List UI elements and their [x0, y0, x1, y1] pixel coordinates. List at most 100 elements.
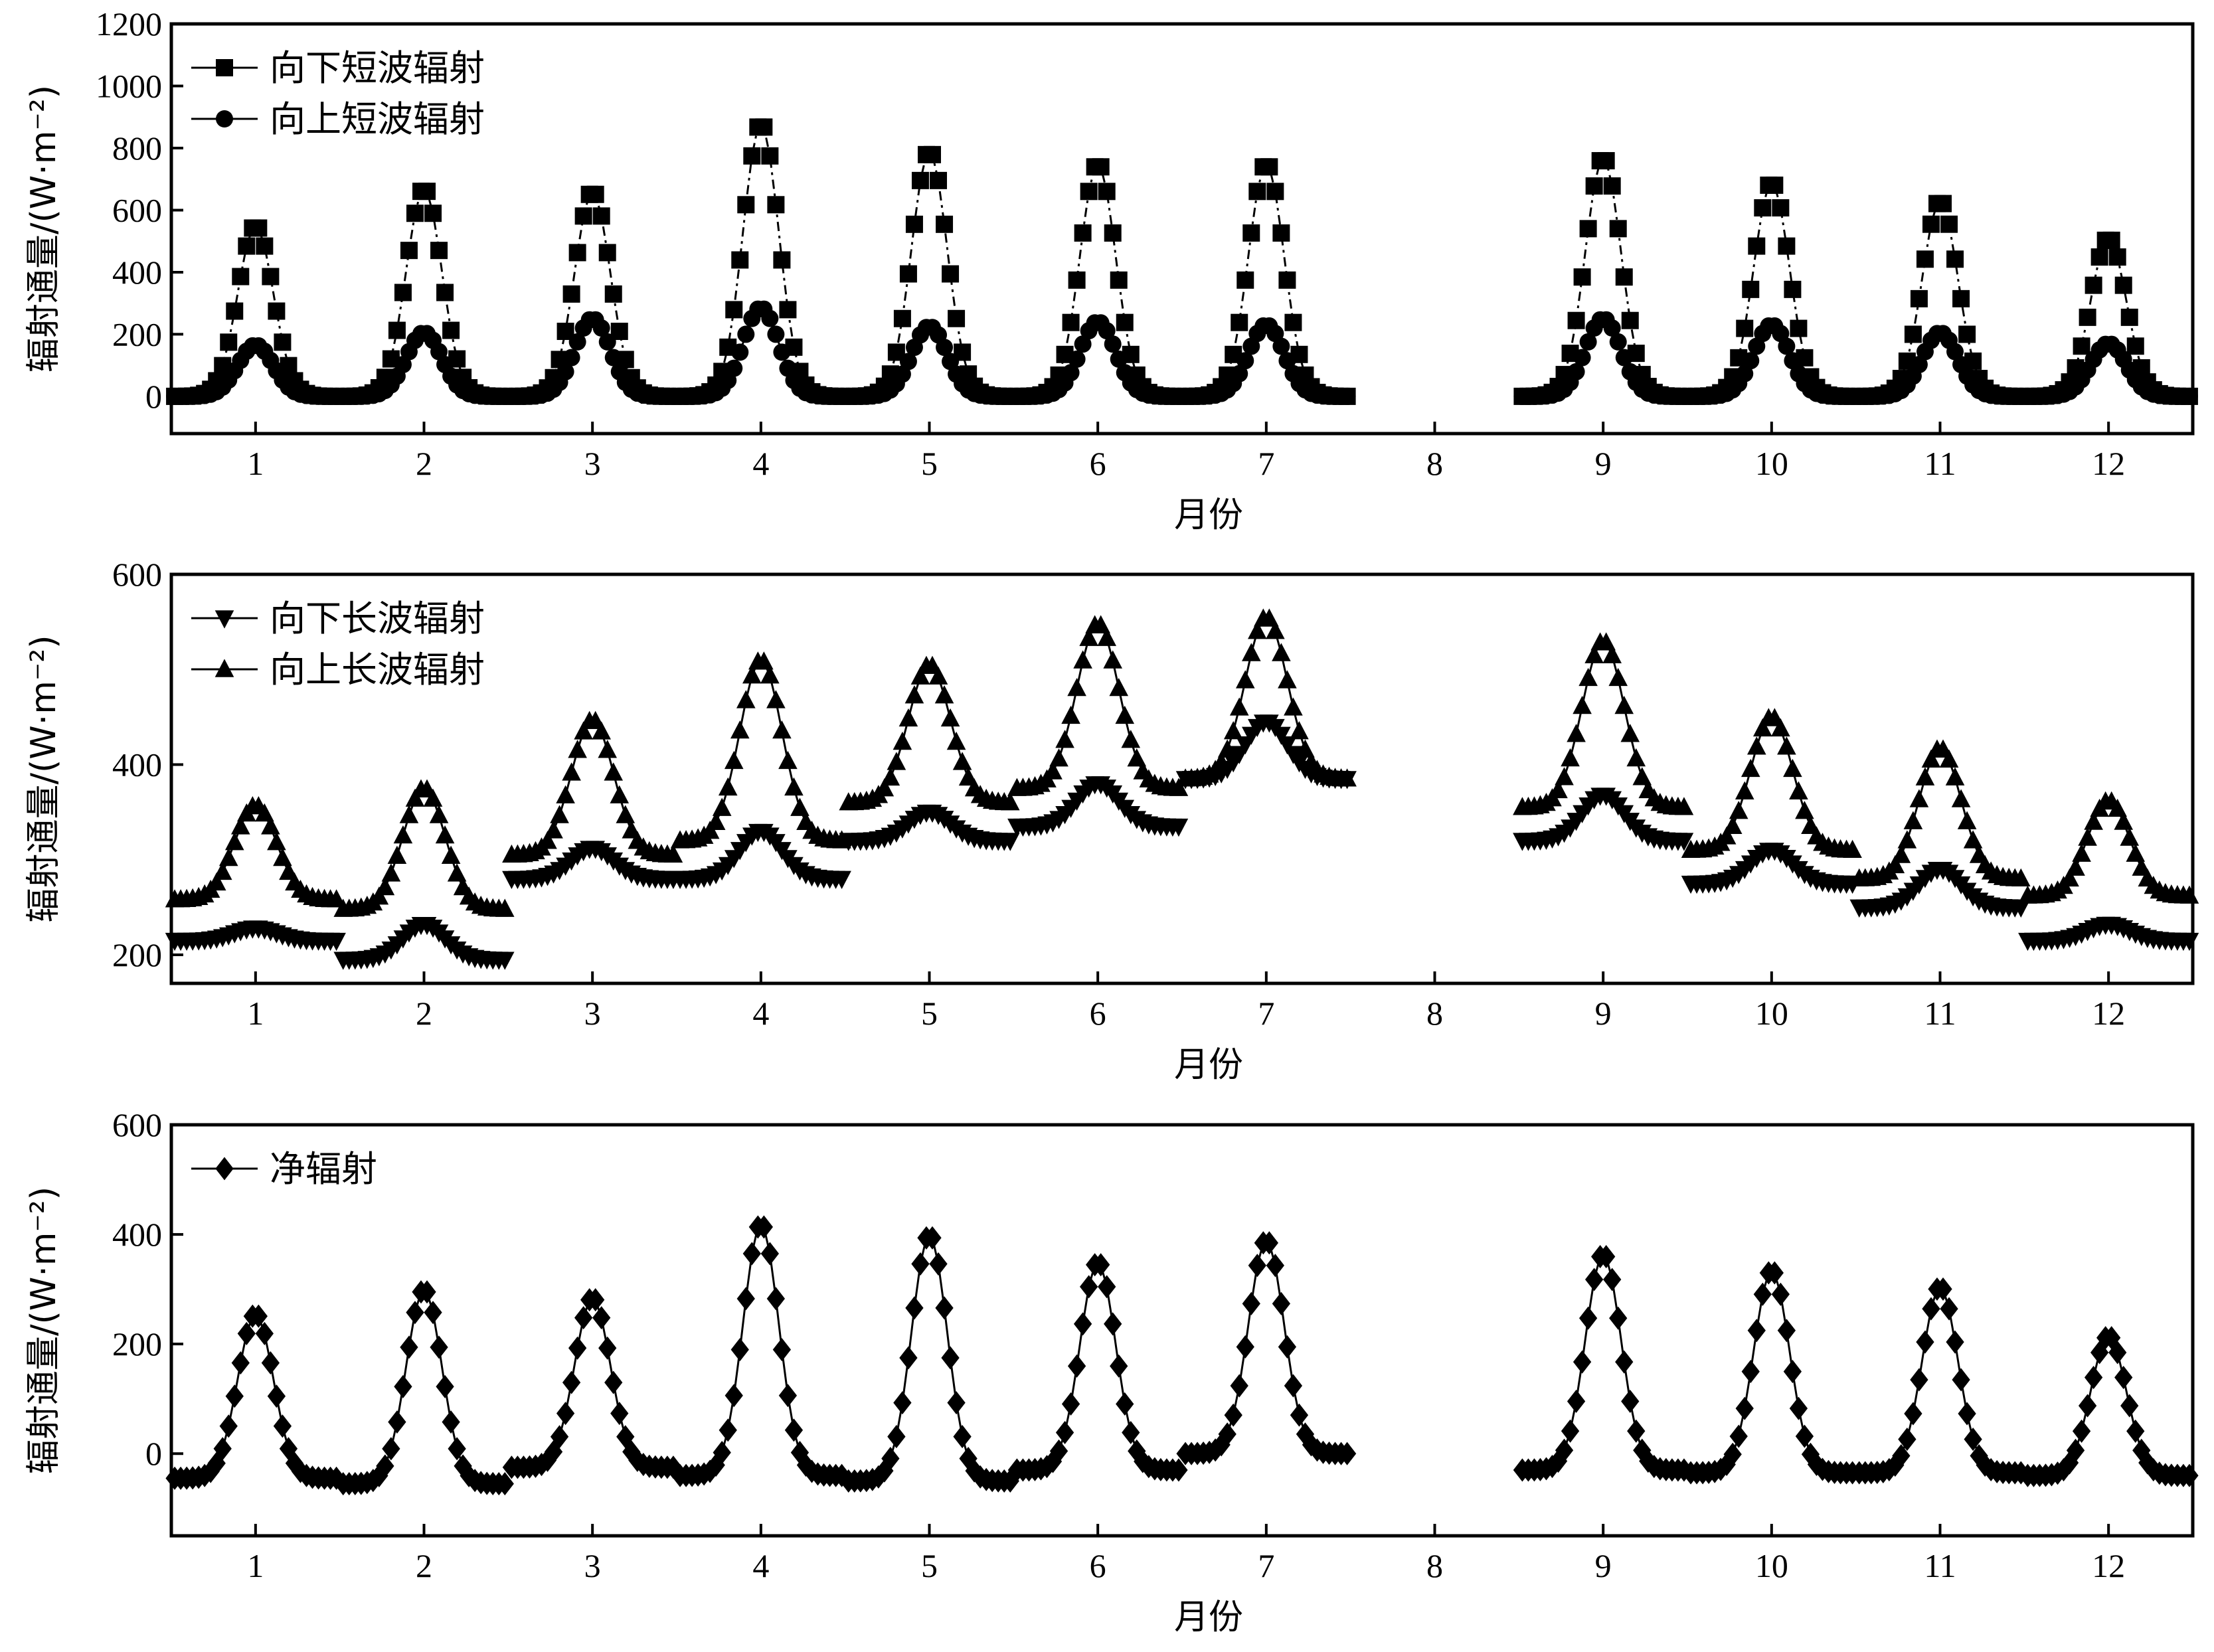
data-point — [201, 1459, 220, 1483]
data-point — [1940, 215, 1958, 233]
data-point — [910, 666, 930, 685]
data-point — [784, 777, 804, 796]
data-point — [224, 832, 244, 851]
series-line — [1017, 1264, 1179, 1471]
data-point — [761, 309, 779, 327]
x-tick-label: 9 — [1595, 445, 1612, 482]
data-point — [454, 1454, 472, 1478]
data-point — [724, 1384, 743, 1408]
data-point — [375, 876, 395, 896]
data-point — [1915, 767, 1935, 785]
x-tick-label: 12 — [2092, 995, 2125, 1032]
y-axis-label: 辐射通量/(W·m⁻²) — [24, 85, 64, 372]
data-point — [1633, 1438, 1652, 1462]
data-point — [718, 777, 738, 796]
data-point — [1903, 811, 1923, 829]
data-point — [881, 1447, 900, 1471]
data-point — [2120, 1394, 2139, 1418]
data-point — [226, 302, 244, 320]
data-point — [574, 207, 592, 225]
data-point — [2126, 337, 2144, 355]
data-point — [1910, 1368, 1928, 1392]
data-point — [1639, 1449, 1658, 1473]
data-point — [701, 1459, 719, 1483]
legend-marker — [216, 59, 233, 76]
data-point — [1892, 1444, 1911, 1468]
x-tick-label: 4 — [752, 445, 769, 482]
data-point — [1958, 1402, 1976, 1426]
data-point — [2114, 811, 2134, 830]
data-point — [1242, 224, 1260, 242]
data-point — [754, 651, 774, 670]
data-point — [255, 1321, 274, 1345]
series-triangle-down — [165, 714, 2199, 970]
data-point — [430, 1335, 448, 1359]
data-point — [1104, 224, 1122, 242]
data-point — [778, 750, 798, 770]
y-tick-label: 400 — [112, 254, 162, 291]
series-circle — [166, 300, 2198, 405]
data-point — [1579, 220, 1597, 238]
data-point — [1224, 1403, 1242, 1427]
data-point — [2108, 1341, 2127, 1364]
data-point — [1729, 801, 1748, 819]
x-tick-label: 6 — [1090, 1547, 1106, 1584]
data-point — [2084, 1365, 2103, 1390]
data-point — [1946, 1330, 1964, 1354]
data-point — [1736, 365, 1754, 382]
data-point — [1747, 1319, 1766, 1343]
x-tick-label: 10 — [1755, 445, 1788, 482]
data-point — [598, 333, 616, 351]
data-point — [1573, 695, 1592, 714]
data-point — [1567, 363, 1585, 380]
data-point — [2090, 248, 2108, 266]
data-point — [610, 785, 630, 803]
data-point — [616, 805, 636, 823]
data-point — [1062, 364, 1080, 382]
data-point — [1626, 748, 1646, 767]
data-point — [773, 343, 791, 361]
data-point — [406, 1301, 424, 1325]
data-point — [766, 690, 786, 708]
data-point — [899, 1346, 918, 1370]
data-point — [1080, 183, 1098, 201]
data-point — [394, 356, 412, 374]
data-point — [875, 778, 894, 797]
data-point — [1754, 199, 1772, 217]
series-line — [343, 190, 505, 398]
data-point — [1235, 670, 1255, 689]
y-tick-label: 400 — [112, 746, 162, 784]
data-point — [1231, 313, 1248, 331]
data-point — [544, 820, 563, 839]
data-point — [1567, 724, 1586, 742]
x-tick-label: 9 — [1595, 1547, 1612, 1584]
data-point — [1121, 730, 1141, 748]
data-point — [267, 1384, 286, 1408]
y-tick-label: 200 — [112, 936, 162, 973]
data-point — [1602, 645, 1622, 663]
series-line — [343, 788, 505, 910]
data-point — [1543, 1454, 1562, 1479]
x-axis-label: 月份 — [1174, 495, 1243, 535]
data-point — [1169, 1458, 1188, 1482]
series-line — [511, 1299, 673, 1469]
data-point — [737, 196, 755, 214]
series-line — [2027, 239, 2189, 398]
data-point — [1922, 1297, 1940, 1321]
data-point — [1103, 650, 1123, 669]
data-point — [1266, 621, 1285, 639]
legend-label: 净辐射 — [270, 1148, 377, 1190]
x-tick-label: 5 — [921, 1547, 938, 1584]
data-point — [1115, 705, 1135, 724]
data-point — [604, 285, 622, 303]
data-point — [1784, 280, 1802, 298]
x-tick-label: 4 — [752, 995, 769, 1032]
data-point — [1742, 280, 1760, 298]
data-point — [1795, 801, 1814, 819]
data-point — [935, 1296, 954, 1320]
data-point — [1939, 749, 1959, 768]
x-tick-label: 1 — [247, 1547, 264, 1584]
data-point — [1621, 311, 1639, 329]
data-point — [1771, 718, 1790, 737]
data-point — [1742, 352, 1760, 370]
